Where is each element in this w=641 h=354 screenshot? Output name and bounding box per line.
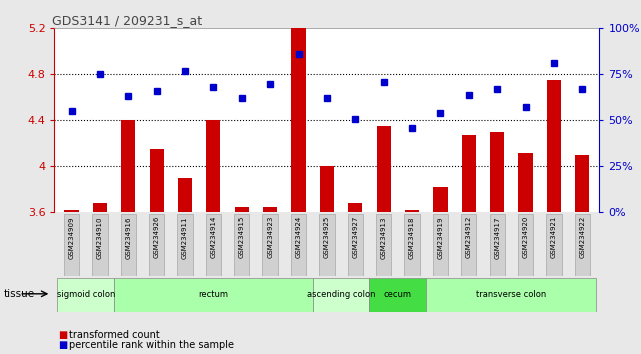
Bar [319, 214, 335, 276]
Text: GSM234914: GSM234914 [210, 216, 217, 258]
Bar [235, 207, 249, 212]
Bar [149, 149, 163, 212]
Bar [121, 214, 136, 276]
Bar [178, 214, 193, 276]
Text: ■: ■ [58, 340, 67, 350]
Bar [405, 210, 419, 212]
Text: GDS3141 / 209231_s_at: GDS3141 / 209231_s_at [52, 14, 202, 27]
Bar [178, 178, 192, 212]
Text: percentile rank within the sample: percentile rank within the sample [69, 340, 233, 350]
Bar [376, 214, 391, 276]
Text: GSM234912: GSM234912 [466, 216, 472, 258]
Text: GSM234919: GSM234919 [437, 216, 444, 258]
Bar [320, 166, 334, 212]
Bar [64, 214, 79, 276]
Text: tissue: tissue [3, 289, 35, 299]
Text: sigmoid colon: sigmoid colon [56, 290, 115, 299]
Text: GSM234925: GSM234925 [324, 216, 330, 258]
Text: transverse colon: transverse colon [476, 290, 547, 299]
Bar [313, 278, 369, 312]
Text: GSM234926: GSM234926 [154, 216, 160, 258]
Bar [519, 153, 533, 212]
Bar [404, 214, 420, 276]
Text: GSM234922: GSM234922 [579, 216, 585, 258]
Bar [426, 278, 597, 312]
Text: GSM234920: GSM234920 [522, 216, 529, 258]
Bar [291, 214, 306, 276]
Bar [462, 135, 476, 212]
Bar [206, 214, 221, 276]
Text: GSM234927: GSM234927 [353, 216, 358, 258]
Text: GSM234911: GSM234911 [182, 216, 188, 258]
Text: transformed count: transformed count [69, 330, 160, 339]
Bar [547, 80, 561, 212]
Bar [348, 203, 362, 212]
Bar [114, 278, 313, 312]
Bar [490, 132, 504, 212]
Bar [121, 120, 135, 212]
Bar [574, 214, 590, 276]
Bar [234, 214, 249, 276]
Bar [93, 203, 107, 212]
Text: rectum: rectum [199, 290, 228, 299]
Text: GSM234921: GSM234921 [551, 216, 557, 258]
Text: ■: ■ [58, 330, 67, 339]
Text: GSM234909: GSM234909 [69, 216, 74, 258]
Bar [92, 214, 108, 276]
Bar [347, 214, 363, 276]
Bar [57, 278, 114, 312]
Text: GSM234918: GSM234918 [409, 216, 415, 258]
Bar [376, 126, 391, 212]
Bar [149, 214, 164, 276]
Bar [206, 120, 221, 212]
Text: GSM234923: GSM234923 [267, 216, 273, 258]
Bar [433, 214, 448, 276]
Text: GSM234917: GSM234917 [494, 216, 500, 258]
Bar [263, 207, 278, 212]
Bar [461, 214, 476, 276]
Text: GSM234924: GSM234924 [296, 216, 301, 258]
Bar [369, 278, 426, 312]
Bar [292, 28, 306, 212]
Bar [263, 214, 278, 276]
Text: GSM234910: GSM234910 [97, 216, 103, 258]
Text: GSM234916: GSM234916 [125, 216, 131, 258]
Bar [490, 214, 505, 276]
Text: GSM234915: GSM234915 [239, 216, 245, 258]
Text: cecum: cecum [384, 290, 412, 299]
Bar [64, 210, 79, 212]
Bar [518, 214, 533, 276]
Bar [575, 155, 590, 212]
Text: GSM234913: GSM234913 [381, 216, 387, 258]
Text: ascending colon: ascending colon [307, 290, 376, 299]
Bar [433, 187, 447, 212]
Bar [546, 214, 562, 276]
